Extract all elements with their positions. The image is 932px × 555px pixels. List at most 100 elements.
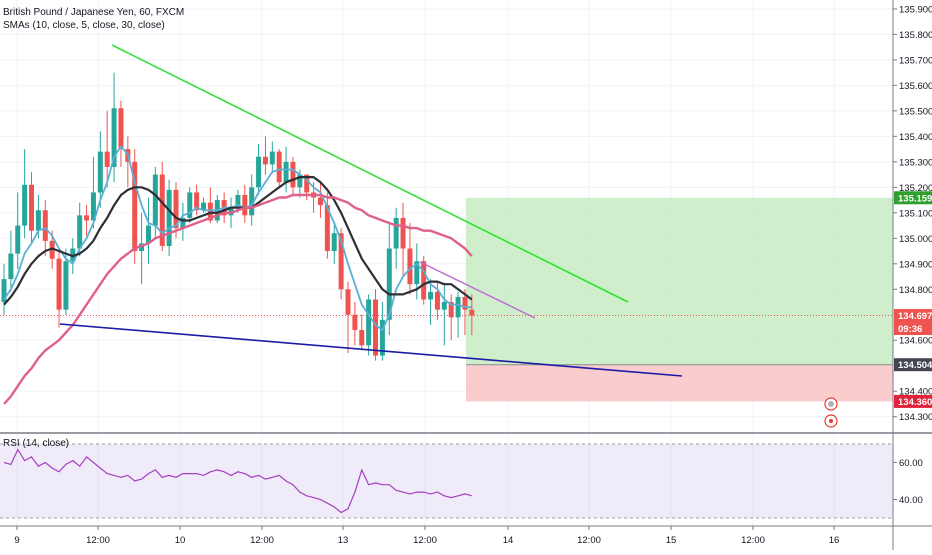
y-tick-label: 134.600	[899, 336, 932, 347]
candles	[1, 72, 475, 361]
candle-body	[448, 302, 454, 318]
candle-body	[97, 151, 103, 193]
candle-body	[159, 174, 165, 246]
candle-body	[29, 184, 35, 231]
y-tick-label: 135.200	[899, 183, 932, 194]
event-dot-icon	[829, 419, 833, 423]
trendline-drawings[interactable]	[59, 44, 683, 377]
economic-events[interactable]	[824, 397, 838, 428]
x-tick-label: 12:00	[741, 535, 765, 546]
candle-body	[15, 225, 21, 254]
candle-body	[8, 253, 14, 280]
rsi-pane[interactable]	[0, 443, 893, 519]
rsi-legend[interactable]: RSI (14, close)	[3, 438, 70, 449]
y-tick-label: 135.300	[899, 157, 932, 168]
x-tick-label: 16	[829, 535, 840, 546]
entry-price-badge-bg	[894, 358, 932, 372]
current-price-badge: 134.697	[898, 311, 932, 322]
position-zones[interactable]	[466, 197, 893, 402]
candle-body	[283, 161, 289, 183]
candle-body	[194, 192, 200, 211]
candle-body	[70, 248, 76, 262]
countdown-badge-bg	[894, 322, 932, 336]
stop-loss-zone[interactable]	[466, 364, 893, 402]
candle-body	[304, 174, 310, 193]
candle-body	[256, 156, 262, 188]
candle-body	[139, 243, 145, 252]
candle-body	[173, 189, 179, 229]
candle-body	[77, 215, 83, 249]
y-tick-label: 135.600	[899, 81, 932, 92]
candle-body	[242, 194, 248, 216]
candle-body	[324, 205, 330, 252]
price-badges: 135.159 134.697 09:36 134.504 134.360	[894, 191, 932, 408]
upper-trendline[interactable]	[111, 44, 629, 303]
y-tick-label: 135.000	[899, 234, 932, 245]
candle-body	[56, 258, 62, 310]
x-tick-label: 12:00	[86, 535, 110, 546]
sma-line-2	[3, 193, 473, 405]
y-tick-label: 135.500	[899, 106, 932, 117]
candle-body	[290, 161, 296, 188]
candle-body	[63, 261, 69, 310]
time-axis[interactable]: 9 12:00 10 12:00 13 12:00 14 12:00 15 12:00 16	[14, 526, 839, 546]
candle-body	[434, 291, 440, 310]
candle-body	[90, 192, 96, 221]
candle-body	[35, 210, 41, 231]
candle-body	[166, 189, 172, 246]
sma-legend[interactable]: SMAs (10, close, 5, close, 30, close)	[3, 20, 165, 31]
x-tick-label: 12:00	[250, 535, 274, 546]
moving-averages	[3, 145, 473, 405]
candle-body	[187, 192, 193, 218]
candle-body	[132, 161, 138, 252]
y-tick-label: 135.700	[899, 55, 932, 66]
y-tick-label: 135.800	[899, 30, 932, 41]
y-tick-label: 135.900	[899, 4, 932, 15]
candle-body	[111, 108, 117, 167]
target-price-badge-bg	[894, 191, 932, 205]
x-tick-label: 14	[503, 535, 514, 546]
minor-trendline[interactable]	[419, 261, 536, 319]
symbol-legend[interactable]: British Pound / Japanese Yen, 60, FXCM	[3, 7, 185, 18]
candle-body	[22, 184, 28, 226]
candle-body	[407, 248, 413, 285]
y-tick-label: 135.100	[899, 208, 932, 219]
candle-body	[359, 330, 365, 346]
candle-body	[428, 291, 434, 300]
rsi-tick-label: 40.00	[899, 495, 923, 506]
y-tick-label: 134.900	[899, 259, 932, 270]
candle-body	[317, 197, 323, 206]
y-tick-label: 135.400	[899, 132, 932, 143]
candle-body	[276, 151, 282, 183]
candle-body	[400, 217, 406, 249]
candle-body	[42, 210, 48, 241]
price-axis[interactable]: 135.900 135.800 135.700 135.600 135.500 135.4…	[893, 4, 932, 423]
candle-body	[345, 289, 351, 315]
take-profit-zone[interactable]	[466, 197, 893, 365]
candle-body	[455, 296, 461, 318]
candle-body	[331, 233, 337, 252]
stop-price-badge: 134.360	[898, 397, 932, 408]
candle-body	[152, 174, 158, 226]
countdown-badge: 09:36	[898, 324, 922, 335]
target-price-badge: 135.159	[898, 193, 932, 204]
lower-trendline[interactable]	[59, 323, 683, 377]
candle-body	[262, 156, 268, 165]
x-tick-label: 13	[338, 535, 349, 546]
candle-body	[118, 108, 124, 150]
y-tick-label: 134.300	[899, 412, 932, 423]
entry-price-badge: 134.504	[898, 360, 932, 371]
y-tick-label: 134.800	[899, 285, 932, 296]
candle-body	[49, 240, 55, 259]
current-price-badge-bg	[894, 309, 932, 323]
stop-price-badge-bg	[894, 394, 932, 408]
x-tick-label: 15	[666, 535, 677, 546]
candle-body	[1, 279, 7, 303]
candle-body	[201, 202, 207, 211]
candle-body	[441, 302, 447, 310]
candle-body	[338, 233, 344, 290]
candle-body	[379, 319, 385, 356]
candle-body	[462, 296, 468, 310]
